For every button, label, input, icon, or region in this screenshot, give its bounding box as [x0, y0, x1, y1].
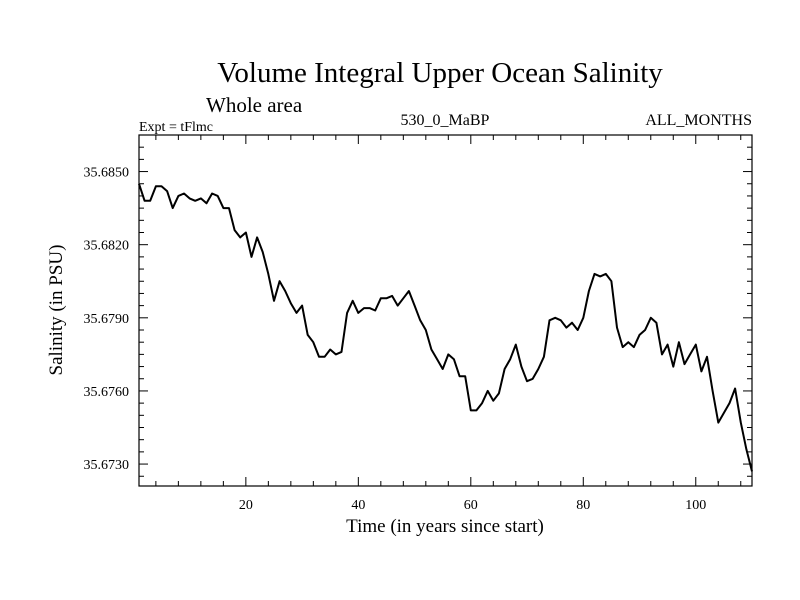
x-tick-label: 40 — [351, 498, 365, 513]
experiment-label: Expt = tFlmc — [139, 120, 213, 135]
chart-title: Volume Integral Upper Ocean Salinity — [217, 57, 663, 89]
run-label: 530_0_MaBP — [401, 112, 490, 129]
x-axis-label: Time (in years since start) — [346, 516, 544, 537]
y-tick-label: 35.6760 — [84, 385, 130, 400]
y-axis-label: Salinity (in PSU) — [46, 245, 67, 376]
y-tick-label: 35.6820 — [84, 239, 130, 254]
y-tick-label: 35.6730 — [84, 458, 130, 473]
x-tick-label: 80 — [576, 498, 590, 513]
salinity-series-line — [138, 183, 753, 472]
x-tick-label: 20 — [239, 498, 253, 513]
plot-area: 20 40 60 80 100 35.6730 35.6760 35.6790 35.6820 3… — [84, 134, 753, 513]
chart-subtitle: Whole area — [206, 93, 303, 117]
x-tick-label: 100 — [685, 498, 706, 513]
y-tick-label: 35.6850 — [84, 166, 130, 181]
x-tick-label: 60 — [464, 498, 478, 513]
plot-frame — [138, 134, 753, 487]
months-label: ALL_MONTHS — [645, 112, 752, 129]
y-tick-label: 35.6790 — [84, 312, 130, 327]
